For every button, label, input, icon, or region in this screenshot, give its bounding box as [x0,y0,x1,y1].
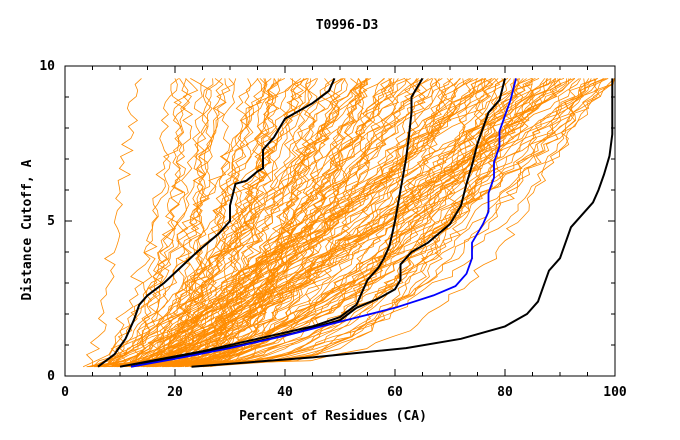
highlight-curve-black-1 [97,77,336,368]
model-curve [155,78,546,368]
model-curve [197,78,429,368]
model-curve [105,78,272,367]
model-curve [146,78,524,368]
model-curve [82,78,189,368]
model-curve [111,78,461,368]
model-curve [136,78,576,368]
model-curve [194,78,598,368]
model-curve [198,78,493,368]
highlight-curve-black-4 [191,78,614,368]
model-curve [102,78,408,368]
x-tick-label: 40 [277,385,293,400]
chart-title: T0996-D3 [316,18,379,33]
model-curve [97,78,599,368]
model-curve [111,78,524,368]
model-curve [94,78,551,368]
model-curve [140,78,506,367]
model-curve [97,78,483,368]
x-tick-label: 100 [603,385,627,400]
model-curve [177,78,556,368]
model-curve [149,78,615,368]
model-curve [123,78,237,368]
model-curve [125,78,615,368]
model-curve [154,78,312,367]
target-curve [130,78,517,368]
model-curve [177,78,568,368]
model-curve [162,78,520,368]
model-curve [103,78,231,368]
model-curve [145,78,487,368]
x-tick-label: 80 [497,385,513,400]
model-curve [190,78,282,368]
model-curve [133,78,345,368]
model-curve [182,78,470,368]
model-curve [144,78,281,367]
model-curve [202,78,580,368]
model-curve [94,78,515,368]
model-curve [162,78,272,368]
model-curve [86,78,472,368]
model-curve [92,78,405,367]
y-tick-label: 0 [47,369,55,384]
model-curve [143,78,604,368]
y-tick-label: 10 [39,59,55,74]
model-curve [133,78,369,367]
model-curve [174,78,368,368]
x-tick-label: 20 [167,385,183,400]
highlight-curve-black-3 [130,78,506,368]
model-curve [129,78,223,367]
model-curve [116,78,192,368]
model-curve [105,78,461,368]
model-curve [88,78,615,368]
model-curve [105,78,386,367]
axis-layer: 0 20 40 60 80 100 0 5 10 [39,59,627,400]
model-curve [105,78,178,367]
model-curve [149,78,438,368]
x-tick-label: 0 [61,385,69,400]
model-curve [146,78,335,368]
model-curve [166,78,598,368]
model-curve [95,78,199,368]
model-curve [185,78,313,368]
model-curve [143,78,592,368]
model-curve [99,78,556,368]
x-axis-label: Percent of Residues (CA) [239,409,427,424]
model-curve [109,78,501,368]
y-tick-label: 5 [47,214,55,229]
model-curve [208,78,474,367]
model-curve [128,78,443,368]
model-curve [184,78,597,368]
model-curve [189,78,572,368]
model-curve [87,78,359,368]
highlight-curve-black-2 [119,77,424,368]
model-curve [210,78,369,368]
x-tick-label: 60 [387,385,403,400]
y-axis-label: Distance Cutoff, A [20,159,35,300]
model-curve [136,78,561,368]
series-layer [82,77,615,368]
model-curve [173,78,420,368]
model-curve [85,78,142,367]
